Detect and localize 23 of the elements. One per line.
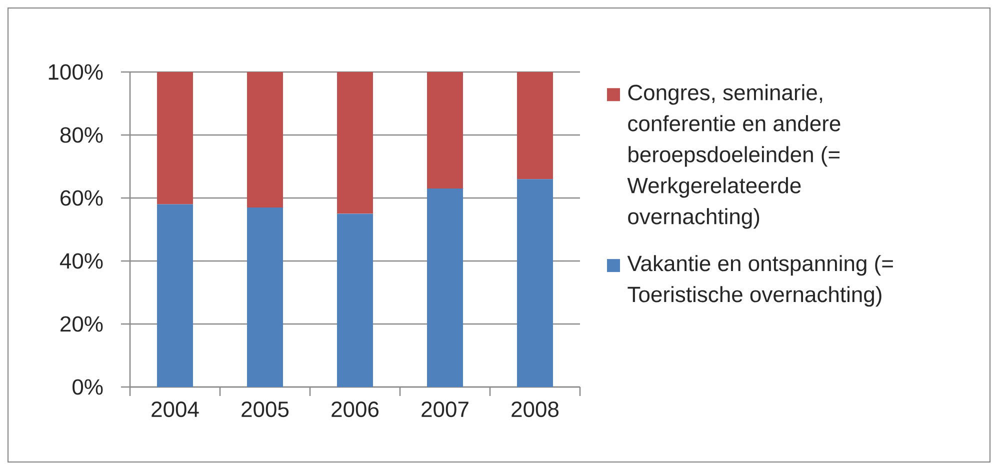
y-tick-label: 100% [48,64,103,80]
legend-label: Vakantie en ontspanning (= Toeristische overnachting) [627,255,893,307]
bar [247,72,284,208]
bar [427,72,464,189]
x-tick-label: 2004 [152,402,199,418]
y-tick-label: 80% [60,127,103,143]
y-tick-label: 0% [72,379,103,395]
bar [337,72,374,214]
y-tick-label: 60% [60,190,103,206]
x-tick-label: 2007 [422,402,468,418]
bar [337,214,374,387]
x-tick-label: 2005 [242,402,289,418]
legend-label: Congres, seminarie, conferentie en andere beroepsdoeleinden (= Werkgerelateerde overnachting) [627,84,840,229]
bar [517,179,554,387]
x-tick-label: 2008 [512,402,559,418]
bar [427,188,464,387]
bar [517,72,554,180]
bar [247,207,284,387]
x-tick-label: 2006 [332,402,379,418]
y-tick-label: 20% [60,316,103,332]
bar [157,72,194,204]
y-tick-label: 40% [60,253,103,269]
bar [157,204,194,387]
